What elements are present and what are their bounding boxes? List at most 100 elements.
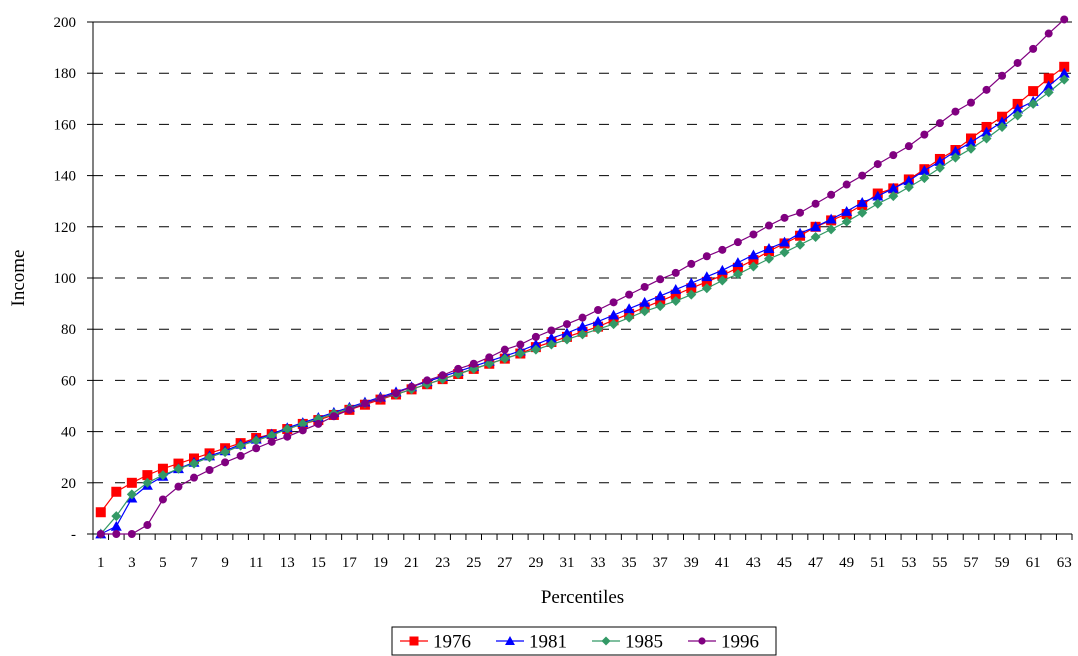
data-point-1996 [158,495,167,504]
data-point-1996 [112,530,121,538]
data-point-1981 [670,284,682,294]
data-point-1985 [934,162,945,173]
data-point-1981 [949,145,961,156]
legend-marker [409,636,419,646]
data-point-1996 [625,290,634,299]
y-tick-label: 80 [61,322,76,338]
x-tick-label: 3 [128,555,136,571]
data-point-1981 [887,182,899,193]
data-point-1985 [857,207,868,218]
data-point-1985 [157,470,168,481]
x-tick-label: 27 [497,555,513,571]
data-point-1981 [747,249,759,260]
data-point-1996 [298,426,307,435]
data-point-1985 [748,261,759,272]
legend: 1976 1981 1985 1996 [391,626,777,656]
data-point-1985 [577,329,588,340]
data-point-1985 [297,418,308,429]
data-point-1981 [856,196,868,207]
data-point-1996 [764,221,773,230]
data-point-1976 [655,296,666,307]
x-tick-label: 13 [280,555,295,571]
data-point-1996 [190,473,199,482]
data-point-1996 [998,71,1007,80]
data-point-1996 [749,230,758,239]
data-point-1985 [530,344,541,355]
data-point-1985 [235,440,246,451]
legend-label: 1976 [433,632,471,653]
x-tick-label: 53 [901,555,916,571]
legend-marker [698,637,706,645]
data-point-1996 [873,160,882,169]
x-tick-label: 59 [995,555,1010,571]
x-tick-label: 63 [1057,555,1072,571]
data-point-1996 [469,359,478,368]
data-point-1981 [810,221,822,232]
data-point-1996 [221,458,230,467]
data-point-1981 [996,116,1008,127]
data-point-1996 [485,353,494,362]
data-point-1996 [531,332,540,341]
data-point-1996 [454,364,463,373]
data-point-1985 [981,133,992,144]
data-point-1996 [236,451,245,460]
data-point-1996 [1060,15,1069,24]
data-point-1996 [438,371,447,380]
data-point-1996 [671,268,680,277]
data-point-1996 [392,389,401,398]
data-point-1981 [872,190,884,201]
data-point-1996 [267,437,276,446]
data-point-1981 [965,136,977,147]
data-point-1985 [204,452,215,463]
data-point-1976 [732,262,743,273]
x-tick-label: 39 [684,555,699,571]
data-point-1985 [965,143,976,154]
data-point-1985 [593,324,604,335]
legend-item-1981: 1981 [496,632,567,653]
data-point-1996 [640,282,649,291]
data-point-1996 [205,466,214,474]
data-point-1996 [578,313,587,322]
data-point-1976 [1028,86,1039,97]
data-point-1976 [686,283,697,294]
data-point-1985 [624,312,635,323]
data-point-1996 [982,85,991,94]
x-tick-label: 19 [373,555,388,571]
data-point-1996 [858,171,867,180]
data-point-1996 [283,432,292,441]
data-point-1981 [577,321,588,332]
data-point-1985 [717,275,728,286]
data-point-1996 [345,405,354,414]
data-point-1996 [827,190,836,199]
data-point-1985 [888,191,899,202]
data-point-1985 [484,358,495,369]
x-tick-label: 1 [97,555,105,571]
data-point-1985 [189,458,200,469]
data-point-1985 [220,447,231,458]
data-point-1985 [608,319,619,330]
data-point-1985 [997,121,1008,132]
legend-item-1996: 1996 [688,632,759,653]
data-point-1981 [701,271,713,282]
data-point-1976 [1059,61,1070,72]
x-tick-label: 57 [963,555,979,571]
grid-lines [93,21,1072,484]
data-point-1996 [314,419,323,428]
data-point-1981 [763,243,775,253]
data-point-1985 [111,511,122,522]
data-point-1996 [935,119,944,128]
data-point-1981 [654,290,666,301]
legend-label: 1981 [529,632,567,653]
data-point-1981 [794,227,806,238]
y-tick-label: 40 [61,425,76,441]
series-1996 [96,15,1069,538]
data-point-1981 [779,236,791,247]
x-tick-label: 23 [435,555,450,571]
data-point-1985 [1028,98,1039,109]
data-point-1976 [1043,73,1054,84]
data-point-1981 [1012,103,1024,114]
x-tick-label: 51 [870,555,885,571]
data-point-1981 [981,126,993,137]
data-point-1985 [655,301,666,312]
